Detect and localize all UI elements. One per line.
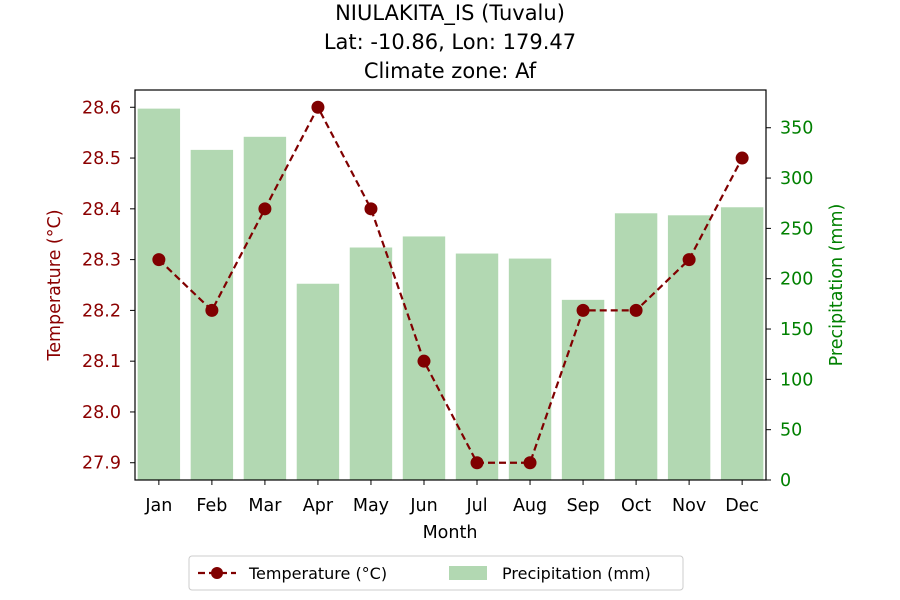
legend-temperature-label: Temperature (°C)	[248, 564, 387, 583]
temperature-point-aug	[523, 456, 537, 470]
legend-precipitation-swatch	[449, 566, 487, 580]
temperature-point-sep	[576, 303, 590, 317]
y-right-tick-label: 200	[780, 270, 813, 290]
y-left-tick-label: 28.1	[82, 352, 121, 372]
title-line-1: NIULAKITA_IS (Tuvalu)	[335, 1, 565, 26]
precipitation-bar-apr	[296, 283, 340, 480]
x-tick-label: Feb	[196, 496, 227, 516]
title-line-3: Climate zone: Af	[364, 59, 537, 83]
y-left-tick-label: 27.9	[82, 454, 121, 474]
x-tick-label: Apr	[303, 496, 334, 516]
temperature-point-dec	[735, 151, 749, 165]
title-line-2: Lat: -10.86, Lon: 179.47	[324, 30, 576, 54]
y-axis-right: 0 50 100 150 200 250 300 350	[766, 119, 813, 491]
chart-title: NIULAKITA_IS (Tuvalu) Lat: -10.86, Lon: …	[324, 1, 576, 83]
temperature-point-nov	[682, 253, 696, 267]
x-tick-label: Mar	[248, 496, 282, 516]
legend: Temperature (°C) Precipitation (mm)	[188, 555, 684, 591]
precipitation-bar-jul	[455, 253, 499, 480]
y-axis-right-label: Precipitation (mm)	[827, 204, 847, 367]
legend-temperature-marker	[211, 567, 223, 579]
legend-precipitation-label: Precipitation (mm)	[502, 564, 651, 583]
y-right-tick-label: 50	[780, 421, 802, 441]
y-left-tick-label: 28.0	[82, 403, 121, 423]
precipitation-bar-sep	[561, 299, 605, 480]
precipitation-bar-mar	[243, 136, 287, 481]
plot-frame	[134, 89, 767, 481]
y-right-tick-label: 350	[780, 119, 813, 139]
y-right-tick-label: 150	[780, 320, 813, 340]
temperature-point-feb	[205, 303, 219, 317]
temperature-line	[158, 104, 744, 464]
precipitation-bars	[137, 108, 764, 481]
legend-box	[188, 555, 684, 591]
precipitation-bar-dec	[720, 207, 764, 480]
y-left-tick-label: 28.6	[82, 98, 121, 118]
temperature-point-jan	[152, 253, 166, 267]
temperature-point-apr	[311, 100, 325, 114]
x-tick-label: Jun	[409, 496, 437, 516]
y-left-tick-label: 28.2	[82, 301, 121, 321]
y-right-tick-label: 250	[780, 219, 813, 239]
precipitation-bar-oct	[614, 213, 658, 480]
x-tick-label: Dec	[725, 496, 759, 516]
temperature-line-series	[152, 100, 749, 470]
precipitation-bar-jan	[137, 108, 181, 480]
precipitation-bar-aug	[508, 258, 552, 480]
x-tick-label: Jul	[465, 496, 487, 516]
temperature-point-mar	[258, 202, 272, 216]
temperature-point-may	[364, 202, 378, 216]
y-left-tick-label: 28.3	[82, 251, 121, 271]
x-axis-label: Month	[423, 523, 478, 543]
x-tick-label: Nov	[672, 496, 706, 516]
temperature-point-jul	[470, 456, 484, 470]
x-axis: Jan Feb Mar Apr May Jun Jul Aug Sep Oct Nov Dec	[144, 480, 759, 516]
temperature-point-oct	[629, 303, 643, 317]
y-left-tick-label: 28.5	[82, 149, 121, 169]
y-axis-left: 27.9 28.0 28.1 28.2 28.3 28.4 28.5 28.6	[82, 98, 135, 474]
y-right-tick-label: 300	[780, 169, 813, 189]
y-left-tick-label: 28.4	[82, 200, 121, 220]
x-tick-label: Oct	[621, 496, 651, 516]
x-tick-label: Jan	[144, 496, 172, 516]
x-tick-label: May	[353, 496, 389, 516]
y-axis-left-label: Temperature (°C)	[45, 209, 65, 361]
x-tick-label: Aug	[513, 496, 547, 516]
y-right-tick-label: 0	[780, 471, 791, 491]
precipitation-bar-may	[349, 247, 393, 480]
x-tick-label: Sep	[567, 496, 600, 516]
temperature-point-jun	[417, 354, 431, 368]
y-right-tick-label: 100	[780, 370, 813, 390]
